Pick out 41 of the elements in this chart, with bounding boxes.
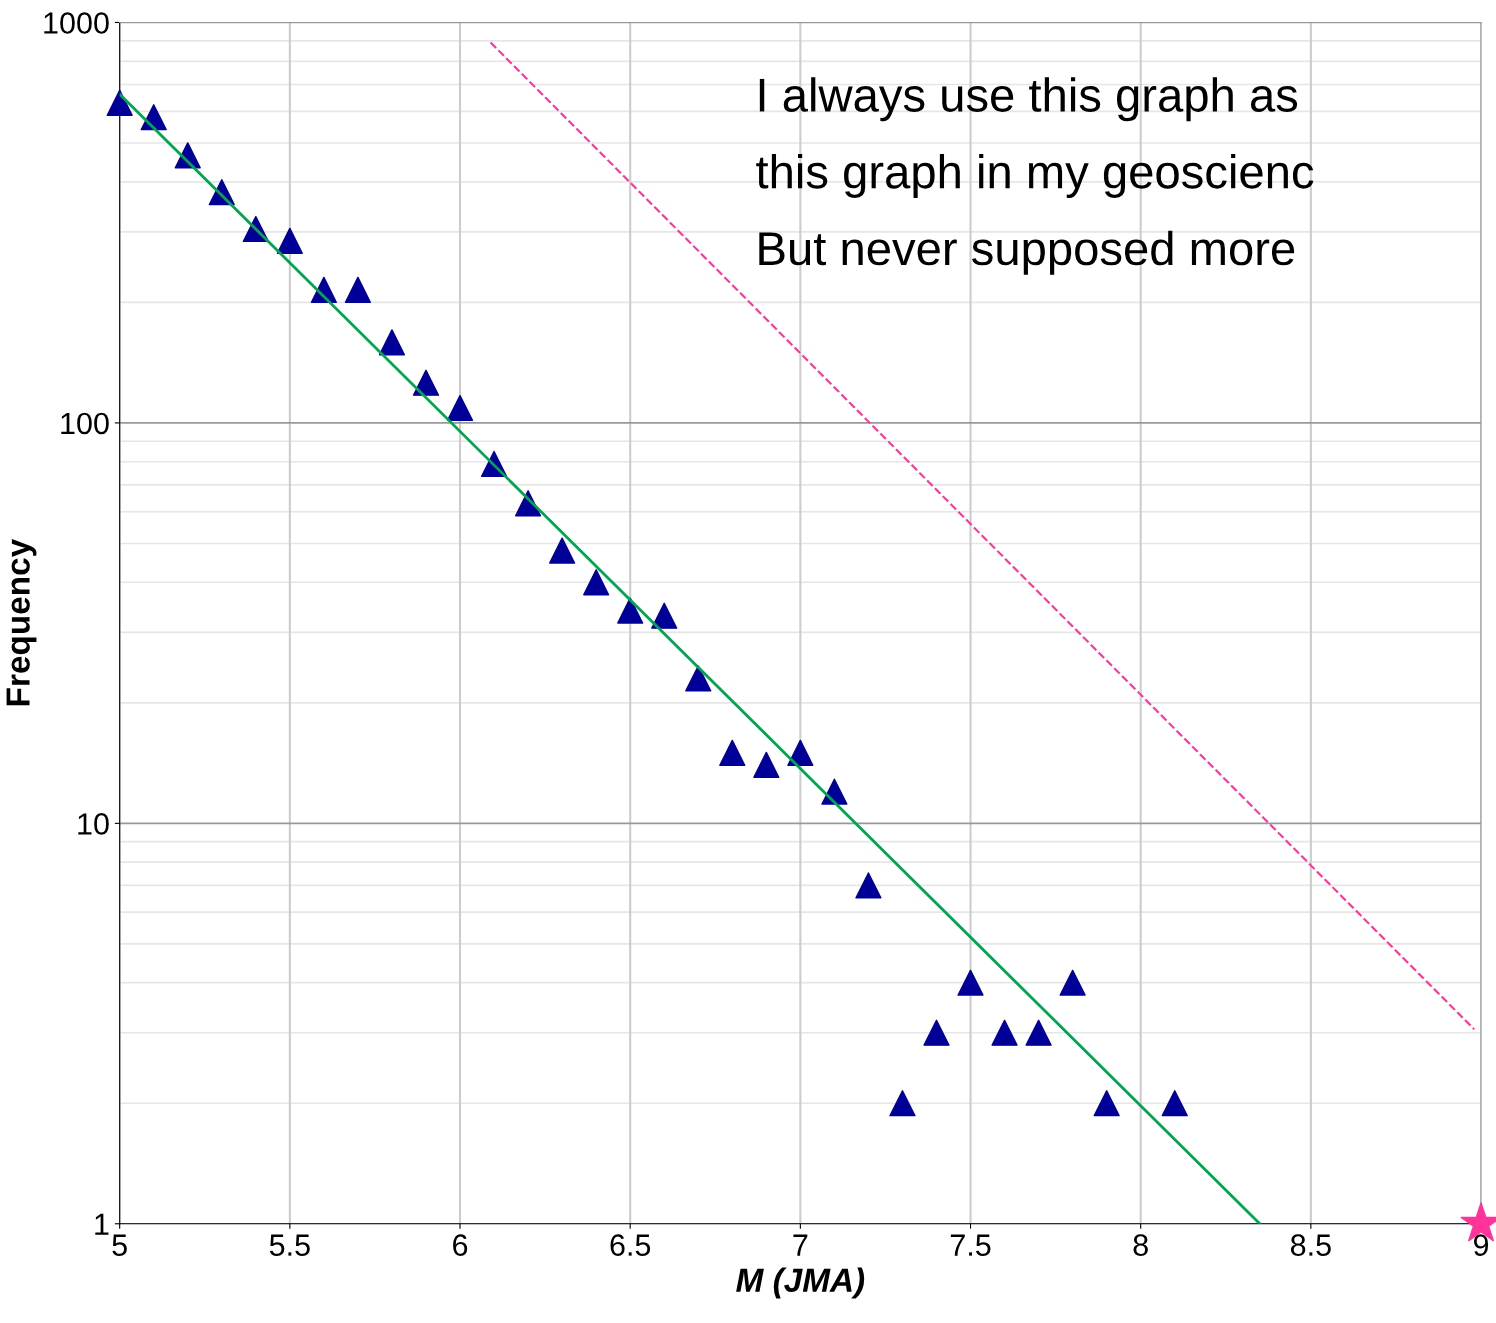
point: [685, 665, 712, 692]
x-tick-label: 5: [112, 1234, 127, 1256]
y-tick-label: 1: [95, 1213, 109, 1235]
y-tick-label: 1000: [44, 12, 109, 34]
x-tick-label: 9: [1473, 1234, 1489, 1256]
point: [1059, 969, 1086, 996]
x-tick-label: 5.5: [269, 1234, 310, 1256]
y-axis-title: Frequency: [6, 539, 37, 706]
x-tick-label: 8: [1133, 1234, 1148, 1256]
point: [1093, 1090, 1120, 1117]
point: [753, 751, 780, 778]
point: [1025, 1019, 1052, 1046]
point: [991, 1019, 1018, 1046]
annotation: I always use this graph as: [759, 77, 1298, 122]
annotation: this graph in my geoscienc: [756, 153, 1314, 198]
annotation: But never supposed more: [759, 230, 1295, 275]
point: [446, 394, 474, 422]
x-tick-label: 7.5: [950, 1234, 991, 1256]
y-tick-label: 10: [78, 813, 109, 835]
point: [276, 227, 303, 254]
point: [583, 569, 610, 596]
x-tick-label: 6.5: [610, 1234, 651, 1256]
x-tick-label: 8.5: [1290, 1234, 1331, 1256]
point: [1161, 1090, 1188, 1117]
x-tick-label: 7: [793, 1234, 808, 1256]
point: [617, 597, 644, 624]
point: [889, 1090, 916, 1117]
y-tick-label: 100: [61, 412, 109, 435]
point: [106, 89, 133, 116]
x-axis-title: M (JMA): [736, 1267, 865, 1299]
point: [923, 1019, 950, 1046]
point: [855, 872, 882, 899]
point: [719, 739, 746, 766]
x-tick-label: 6: [453, 1234, 468, 1256]
point: [344, 276, 372, 303]
point: [412, 369, 440, 396]
point: [549, 537, 576, 564]
point: [787, 739, 814, 766]
point: [378, 329, 406, 356]
point: [957, 969, 984, 996]
point: [651, 602, 678, 629]
